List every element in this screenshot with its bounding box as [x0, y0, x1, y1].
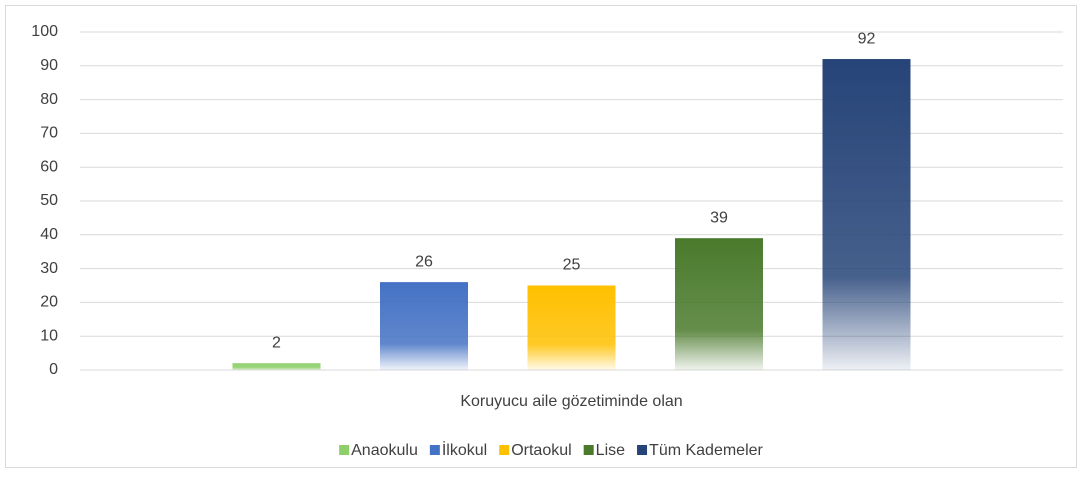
legend-label: Lise: [596, 442, 625, 459]
legend-swatch: [583, 445, 594, 455]
data-label: 25: [563, 257, 581, 274]
y-tick-label: 90: [40, 57, 58, 74]
bar: [380, 282, 468, 370]
y-tick-label: 10: [40, 327, 58, 344]
legend-swatch: [339, 445, 350, 455]
y-tick-label: 50: [40, 192, 58, 209]
legend-swatch: [499, 445, 510, 455]
legend-label: Tüm Kademeler: [649, 442, 763, 459]
bar: [232, 363, 321, 370]
y-tick-label: 30: [40, 260, 58, 277]
data-label: 39: [710, 209, 728, 226]
y-tick-label: 80: [40, 91, 58, 108]
data-label: 26: [415, 253, 433, 270]
bar: [675, 238, 763, 370]
y-tick-label: 0: [49, 361, 58, 378]
legend-label: Ortaokul: [511, 442, 571, 459]
data-label: 2: [272, 334, 281, 351]
legend-swatch: [637, 445, 648, 455]
y-tick-label: 100: [31, 23, 58, 40]
x-tick-label: Koruyucu aile gözetiminde olan: [460, 393, 682, 410]
legend-label: İlkokul: [442, 440, 487, 459]
bar: [822, 59, 911, 370]
y-tick-label: 70: [40, 125, 58, 142]
y-tick-label: 40: [40, 226, 58, 243]
legend: Anaokulu İlkokul Ortaokul Lise Tüm Kademeler: [339, 440, 764, 459]
data-label: 92: [858, 30, 876, 47]
bar: [527, 285, 616, 370]
legend-swatch: [429, 445, 440, 455]
legend-label: Anaokulu: [351, 442, 418, 459]
y-tick-label: 20: [40, 294, 58, 311]
y-tick-label: 60: [40, 158, 58, 175]
